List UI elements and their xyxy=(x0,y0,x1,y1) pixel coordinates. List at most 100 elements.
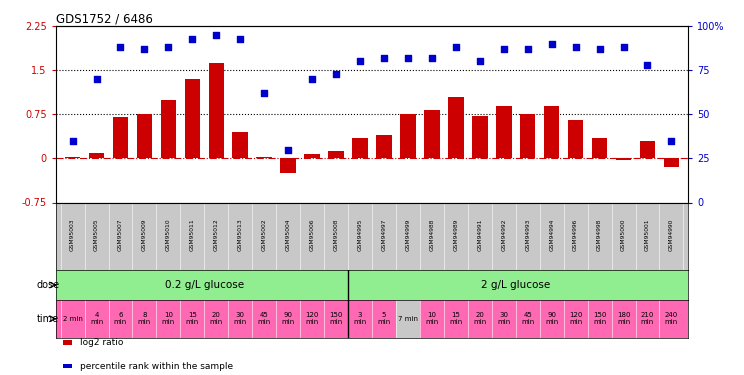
Text: GSM95005: GSM95005 xyxy=(94,219,99,251)
Point xyxy=(187,36,199,42)
Point xyxy=(641,62,653,68)
Point xyxy=(67,138,79,144)
Text: GSM94988: GSM94988 xyxy=(429,219,434,251)
Point xyxy=(258,90,270,96)
Text: 4
min: 4 min xyxy=(90,312,103,325)
Text: 120
min: 120 min xyxy=(306,312,318,325)
Bar xyxy=(472,116,487,158)
Text: 0.2 g/L glucose: 0.2 g/L glucose xyxy=(164,280,244,290)
Point xyxy=(91,76,103,82)
Text: 10
min: 10 min xyxy=(426,312,438,325)
Point xyxy=(282,147,294,153)
Point xyxy=(354,58,366,64)
Bar xyxy=(112,117,128,158)
Text: dose: dose xyxy=(36,280,60,290)
Text: 3
min: 3 min xyxy=(353,312,367,325)
Text: 150
min: 150 min xyxy=(593,312,606,325)
Bar xyxy=(304,154,320,158)
Point xyxy=(498,46,510,52)
Text: GSM94997: GSM94997 xyxy=(382,219,386,251)
Point xyxy=(307,76,318,82)
Text: 150
min: 150 min xyxy=(330,312,343,325)
Bar xyxy=(376,135,392,158)
Text: GSM95013: GSM95013 xyxy=(238,219,243,251)
Bar xyxy=(664,158,679,167)
Point xyxy=(474,58,486,64)
Text: 90
min: 90 min xyxy=(545,312,558,325)
Bar xyxy=(185,79,200,158)
Bar xyxy=(544,106,559,158)
Point xyxy=(545,41,557,47)
Text: GSM95004: GSM95004 xyxy=(286,219,291,251)
Text: GSM94994: GSM94994 xyxy=(549,219,554,251)
Bar xyxy=(328,152,344,158)
Text: 30
min: 30 min xyxy=(497,312,510,325)
Point xyxy=(570,44,582,50)
Text: GSM94992: GSM94992 xyxy=(501,219,506,251)
Point xyxy=(522,46,533,52)
Text: log2 ratio: log2 ratio xyxy=(80,338,123,347)
Text: GSM94993: GSM94993 xyxy=(525,219,530,251)
Text: GSM95012: GSM95012 xyxy=(214,219,219,251)
Text: GSM94995: GSM94995 xyxy=(358,219,362,251)
Text: 45
min: 45 min xyxy=(521,312,534,325)
Text: 15
min: 15 min xyxy=(449,312,463,325)
Point xyxy=(115,44,126,50)
Bar xyxy=(496,106,512,158)
Bar xyxy=(400,114,416,158)
Point xyxy=(330,71,342,77)
Text: GSM95003: GSM95003 xyxy=(70,219,75,251)
Point xyxy=(618,44,629,50)
Bar xyxy=(89,153,104,158)
Text: GSM94991: GSM94991 xyxy=(478,219,482,251)
Text: 30
min: 30 min xyxy=(234,312,247,325)
Bar xyxy=(396,300,420,338)
Text: GSM94998: GSM94998 xyxy=(597,219,602,251)
Text: GSM94990: GSM94990 xyxy=(669,219,674,251)
Bar xyxy=(161,100,176,158)
Bar xyxy=(352,138,368,158)
Text: GSM95011: GSM95011 xyxy=(190,219,195,251)
Text: GSM95002: GSM95002 xyxy=(262,219,266,251)
Bar xyxy=(208,63,224,158)
Text: time: time xyxy=(36,314,59,324)
Text: GSM95006: GSM95006 xyxy=(310,219,315,251)
Bar xyxy=(568,120,583,158)
Text: GSM95000: GSM95000 xyxy=(621,219,626,251)
Text: 7 min: 7 min xyxy=(398,316,418,322)
Point xyxy=(450,44,462,50)
Point xyxy=(402,55,414,61)
Text: 6
min: 6 min xyxy=(114,312,127,325)
Bar xyxy=(448,97,464,158)
Bar xyxy=(137,114,153,158)
Bar xyxy=(65,157,80,158)
Text: 2 g/L glucose: 2 g/L glucose xyxy=(481,280,551,290)
Point xyxy=(594,46,606,52)
Text: 20
min: 20 min xyxy=(473,312,487,325)
Point xyxy=(138,46,150,52)
Text: 210
min: 210 min xyxy=(641,312,654,325)
Text: 10
min: 10 min xyxy=(161,312,175,325)
Bar xyxy=(520,114,536,158)
Text: 45
min: 45 min xyxy=(257,312,271,325)
Text: 120
min: 120 min xyxy=(569,312,583,325)
Text: GSM94999: GSM94999 xyxy=(405,219,411,251)
Bar xyxy=(232,132,248,158)
Text: GDS1752 / 6486: GDS1752 / 6486 xyxy=(56,12,153,25)
Text: 2 min: 2 min xyxy=(62,316,83,322)
Text: 15
min: 15 min xyxy=(186,312,199,325)
Text: 90
min: 90 min xyxy=(281,312,295,325)
Text: percentile rank within the sample: percentile rank within the sample xyxy=(80,362,233,370)
Bar xyxy=(280,158,296,173)
Text: GSM95008: GSM95008 xyxy=(333,219,339,251)
Bar xyxy=(640,141,655,158)
Point xyxy=(378,55,390,61)
Text: 5
min: 5 min xyxy=(377,312,391,325)
Point xyxy=(162,44,174,50)
Text: GSM95007: GSM95007 xyxy=(118,219,123,251)
Text: 180
min: 180 min xyxy=(617,312,630,325)
Text: 20
min: 20 min xyxy=(210,312,223,325)
Text: GSM95010: GSM95010 xyxy=(166,219,171,251)
Text: 8
min: 8 min xyxy=(138,312,151,325)
Bar xyxy=(616,158,632,160)
